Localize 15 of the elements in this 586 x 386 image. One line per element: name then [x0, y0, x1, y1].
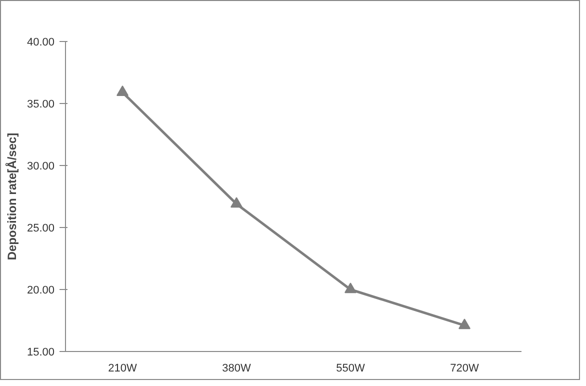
point: [116, 85, 128, 96]
point: [458, 318, 470, 330]
y-tick-label: 40.00: [26, 36, 55, 48]
x-tick-label: 720W: [450, 362, 480, 374]
y-axis-title: Deposition rate[Å/sec]: [4, 132, 19, 260]
y-tick-label: 20.00: [26, 284, 55, 296]
y-tick-label: 35.00: [26, 98, 55, 110]
x-tick-label: 550W: [336, 362, 366, 374]
x-tick-label: 380W: [222, 362, 252, 374]
y-tick-label: 15.00: [26, 346, 55, 358]
y-tick-label: 30.00: [26, 160, 55, 172]
point: [344, 282, 356, 294]
x-tick-label: 210W: [108, 362, 138, 374]
y-tick-label: 25.00: [26, 222, 55, 234]
point: [230, 197, 242, 208]
